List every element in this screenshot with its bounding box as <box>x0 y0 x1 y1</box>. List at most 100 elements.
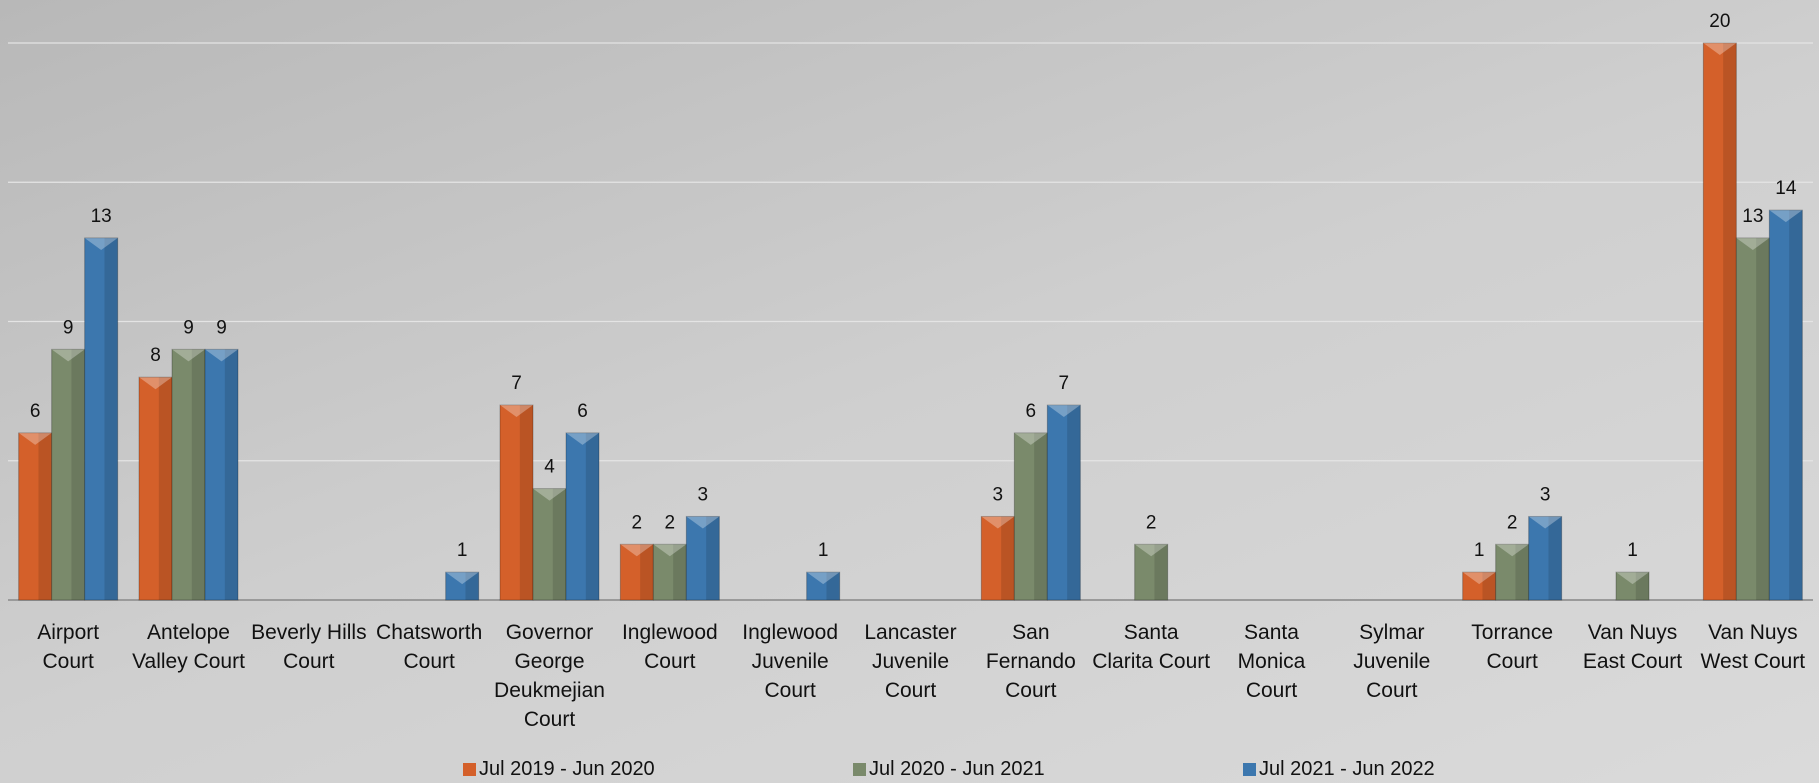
bar <box>652 543 687 601</box>
bar-shade <box>519 405 533 600</box>
legend-label: Jul 2019 - Jun 2020 <box>479 758 655 780</box>
x-tick-label: Inglewood Court <box>621 621 718 673</box>
bar <box>685 515 720 601</box>
data-label: 3 <box>698 484 709 505</box>
bar <box>204 348 239 601</box>
x-tick-label: San Fernando Court <box>985 621 1076 702</box>
data-label: 2 <box>1507 512 1518 533</box>
x-tick-label: Van Nuys West Court <box>1700 621 1806 673</box>
data-label: 1 <box>1627 540 1638 561</box>
bar <box>51 348 86 601</box>
bar <box>1735 237 1770 601</box>
bar-shade <box>1756 237 1770 600</box>
bar-cap <box>1528 516 1562 529</box>
legend-swatch <box>853 763 866 776</box>
bar-shade <box>1723 43 1737 600</box>
bar-cap <box>1047 405 1081 418</box>
data-label: 4 <box>544 457 555 478</box>
bar <box>445 571 480 601</box>
bar <box>532 488 567 601</box>
data-label: 2 <box>632 512 643 533</box>
bar <box>1615 571 1650 601</box>
bar-cap <box>18 432 52 445</box>
bar-cap <box>1495 544 1529 557</box>
bar-shade <box>1067 405 1081 600</box>
bar-cap <box>84 237 118 250</box>
x-tick-label: Sylmar Juvenile Court <box>1353 621 1431 702</box>
bar <box>619 543 654 601</box>
bar-shade <box>224 349 238 600</box>
bar <box>565 432 600 601</box>
data-label: 1 <box>1474 540 1485 561</box>
data-label: 20 <box>1709 11 1730 32</box>
legend: Jul 2019 - Jun 2020 Jul 2020 - Jun 2021 Ju… <box>0 758 1819 782</box>
bar <box>138 376 173 601</box>
bar <box>171 348 206 601</box>
data-label: 2 <box>1146 512 1157 533</box>
bar <box>499 404 534 601</box>
bar <box>1702 42 1737 601</box>
bar-shade <box>38 432 52 600</box>
bar-cap <box>445 572 479 585</box>
bar-cap <box>1736 237 1770 250</box>
legend-label: Jul 2020 - Jun 2021 <box>869 758 1045 780</box>
data-label: 6 <box>577 401 588 422</box>
x-tick-label: Van Nuys East Court <box>1582 621 1683 673</box>
bar-shade <box>706 516 720 600</box>
bar-shade <box>1001 516 1015 600</box>
data-label: 13 <box>1742 206 1763 227</box>
data-label: 7 <box>1059 373 1070 394</box>
legend-swatch <box>1243 763 1256 776</box>
bar-shade <box>1034 432 1048 600</box>
data-label: 14 <box>1775 178 1797 199</box>
bar <box>1046 404 1081 601</box>
bar-cap <box>566 432 599 445</box>
x-tick-label: Santa Monica Court <box>1237 621 1306 702</box>
bar-shade <box>158 377 172 600</box>
data-label: 13 <box>91 206 112 227</box>
bar-shade <box>1482 572 1496 600</box>
bar-shade <box>1515 544 1529 600</box>
bar-shade <box>465 572 479 600</box>
bar-cap <box>500 405 533 418</box>
bar-shade <box>1548 516 1562 600</box>
data-label: 1 <box>818 540 829 561</box>
legend-item: Jul 2020 - Jun 2021 <box>853 758 1045 781</box>
data-label: 1 <box>457 540 468 561</box>
bar-shade <box>191 349 205 600</box>
x-tick-label: Santa Clarita Court <box>1092 621 1211 673</box>
bar-shade <box>552 488 566 600</box>
bar-shade <box>585 432 599 600</box>
x-tick-label: Chatsworth Court <box>376 621 483 673</box>
x-tick-label: Torrance Court <box>1471 621 1553 673</box>
data-label: 9 <box>63 317 74 338</box>
bar-cap <box>205 349 238 362</box>
bar-cap <box>1014 432 1048 445</box>
legend-label: Jul 2021 - Jun 2022 <box>1259 758 1435 780</box>
data-label: 3 <box>1540 484 1551 505</box>
bar-shade <box>826 572 840 600</box>
x-tick-label: Governor George Deukmejian Court <box>494 621 605 731</box>
data-label: 3 <box>993 484 1004 505</box>
bar-cap <box>51 349 85 362</box>
bar-cap <box>1462 572 1496 585</box>
bar-cap <box>981 516 1015 529</box>
bar-shade <box>104 237 118 600</box>
bar-cap <box>533 488 566 501</box>
bar-cap <box>1703 43 1737 55</box>
data-label: 9 <box>216 317 227 338</box>
bar-cap <box>1134 544 1168 557</box>
bar-cap <box>139 377 172 390</box>
legend-item: Jul 2021 - Jun 2022 <box>1243 758 1435 781</box>
bar-shade <box>71 349 85 600</box>
x-tick-label: Lancaster Juvenile Court <box>864 621 957 702</box>
bar-cap <box>686 516 720 529</box>
x-tick-label: Beverly Hills Court <box>251 621 367 673</box>
bar-shade <box>1635 572 1649 600</box>
bar <box>1013 432 1048 601</box>
bar-cap <box>806 572 840 585</box>
data-label: 7 <box>511 373 522 394</box>
bar-shade <box>640 544 654 600</box>
